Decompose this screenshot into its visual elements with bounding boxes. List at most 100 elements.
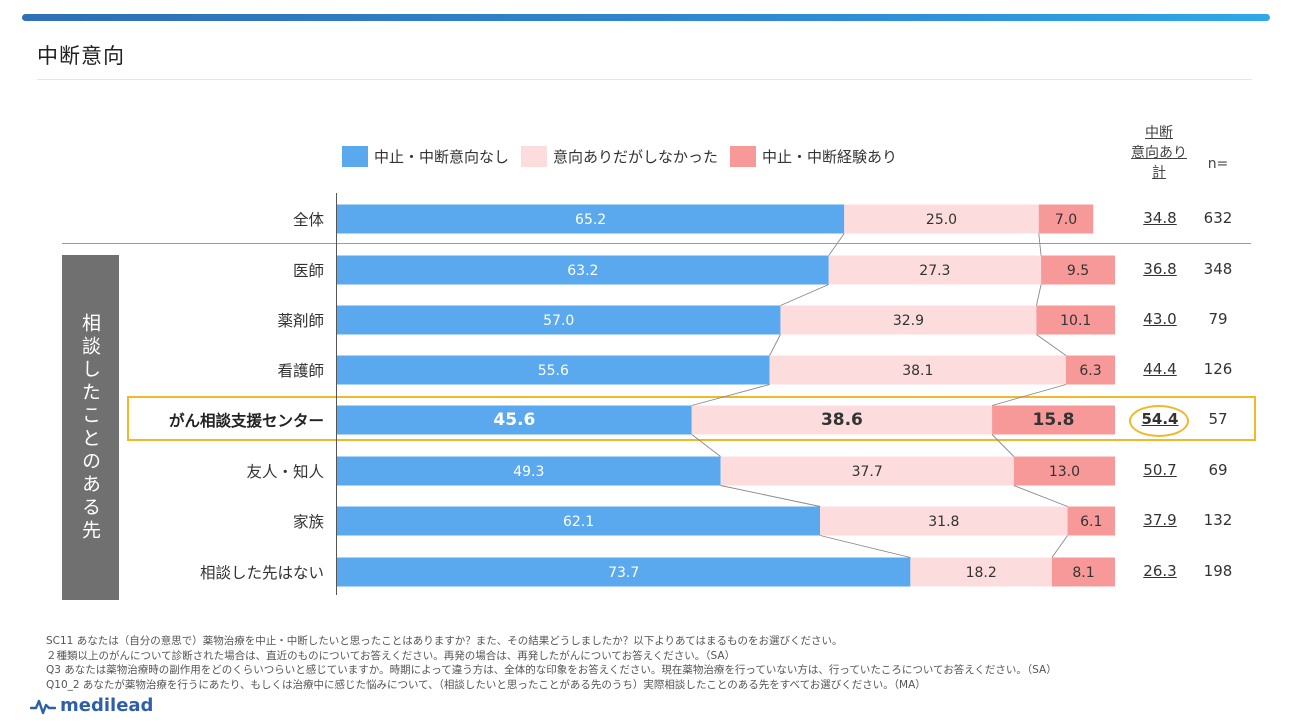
- bar-value-label: 73.7: [608, 565, 639, 581]
- total-separator-line: [62, 243, 1251, 244]
- bar-segment: [1013, 456, 1115, 486]
- bar-value-label: 55.6: [538, 363, 569, 379]
- bar-value-label: 6.1: [1080, 514, 1102, 530]
- bar-value-label: 37.7: [852, 464, 883, 480]
- bar-segment: [1051, 557, 1115, 587]
- category-label: 医師: [292, 262, 324, 280]
- bar-segment: [1036, 305, 1115, 335]
- bar-segment: [769, 355, 1066, 385]
- bar-value-label: 32.9: [893, 313, 924, 329]
- n-value: 132: [1203, 511, 1233, 529]
- bar-segment: [720, 456, 1014, 486]
- legend-label: 意向ありだがしなかった: [553, 148, 719, 166]
- bar-value-label: 7.0: [1055, 212, 1077, 228]
- category-label: 家族: [292, 513, 324, 531]
- highlight-sum-circle: [1129, 405, 1189, 437]
- group-label-box: 相談したことのある先: [62, 255, 119, 600]
- bar-value-label: 31.8: [928, 514, 959, 530]
- footnote: Q10_2 あなたが薬物治療を行うにあたり、もしくは治療中に感じた悩みについて、…: [46, 678, 926, 691]
- n-column-header: n=: [1207, 156, 1229, 172]
- bar-segment: [910, 557, 1052, 587]
- n-value: 348: [1203, 260, 1233, 278]
- connector-line: [780, 284, 829, 306]
- title-divider: [37, 79, 1252, 80]
- category-label: 友人・知人: [246, 463, 324, 481]
- bar-value-label: 38.6: [821, 410, 863, 430]
- category-label: がん相談支援センター: [168, 412, 324, 430]
- group-label: 相談したことのある先: [79, 312, 101, 543]
- legend-label: 中止・中断意向なし: [374, 148, 510, 166]
- bar-segment: [337, 456, 721, 486]
- connector-line: [991, 434, 1015, 457]
- bar-value-label: 65.2: [575, 212, 606, 228]
- bar-segment: [1041, 255, 1115, 285]
- bar-value-label: 62.1: [563, 514, 594, 530]
- category-label: 薬剤師: [277, 312, 324, 330]
- header-accent-bar: [22, 14, 1270, 21]
- medilead-logo: medilead: [30, 695, 153, 716]
- bar-segment: [337, 255, 829, 285]
- bar-segment: [1065, 355, 1115, 385]
- n-value: 69: [1208, 461, 1228, 479]
- sum-value: 50.7: [1143, 461, 1177, 479]
- logo-text: medilead: [60, 695, 154, 716]
- n-value: 632: [1203, 209, 1233, 227]
- bar-segment: [992, 405, 1115, 435]
- n-value: 126: [1203, 360, 1233, 378]
- bar-value-label: 18.2: [966, 565, 997, 581]
- footnote: Q3 あなたは薬物治療時の副作用をどのくらいつらいと感じていますか。時期によって…: [46, 664, 1057, 676]
- bar-segment: [780, 305, 1037, 335]
- bar-value-label: 38.1: [902, 363, 933, 379]
- sum-value: 44.4: [1143, 360, 1177, 378]
- connector-line: [1035, 284, 1042, 306]
- legend-item-intent-not-done: 意向ありだがしなかった: [521, 146, 718, 167]
- legend-swatch: [730, 146, 757, 167]
- bar-value-label: 8.1: [1072, 565, 1094, 581]
- bar-segment: [820, 506, 1068, 536]
- legend-label: 中止・中断経験あり: [762, 148, 898, 166]
- bar-value-label: 27.3: [919, 263, 950, 279]
- bar-value-label: 63.2: [567, 263, 598, 279]
- legend-swatch: [342, 146, 368, 167]
- connector-line: [1051, 535, 1068, 558]
- category-label: 看護師: [277, 362, 324, 380]
- connector-line: [769, 334, 781, 356]
- connector-line: [1038, 233, 1042, 256]
- bar-segment: [337, 204, 845, 234]
- category-axis-line: [336, 193, 337, 595]
- category-label: 相談した先はない: [199, 564, 324, 582]
- bar-value-label: 10.1: [1060, 313, 1091, 329]
- connector-line: [991, 384, 1067, 406]
- connector-line: [1013, 485, 1068, 507]
- bar-segment: [828, 255, 1042, 285]
- bar-segment: [337, 305, 781, 335]
- connector-line: [1036, 334, 1067, 356]
- category-label: 全体: [292, 211, 324, 229]
- bar-value-label: 57.0: [543, 313, 574, 329]
- bar-segment: [337, 557, 911, 587]
- bar-value-label: 15.8: [1033, 410, 1075, 430]
- footnotes: SC11 あなたは（自分の意思で）薬物治療を中止・中断したいと思ったことはありま…: [46, 634, 1057, 692]
- bar-value-label: 9.5: [1067, 263, 1089, 279]
- footnote: SC11 あなたは（自分の意思で）薬物治療を中止・中断したいと思ったことはありま…: [46, 635, 843, 647]
- bar-value-label: 45.6: [493, 410, 535, 430]
- n-value: 198: [1203, 562, 1233, 580]
- bar-segment: [337, 506, 821, 536]
- legend-item-stopped: 中止・中断経験あり: [730, 146, 897, 167]
- connector-line: [691, 434, 721, 457]
- bar-value-label: 6.3: [1079, 363, 1101, 379]
- connector-line: [828, 233, 845, 256]
- bar-value-label: 25.0: [926, 212, 957, 228]
- n-value: 57: [1208, 410, 1228, 428]
- chart-legend: 中止・中断意向なし 意向ありだがしなかった 中止・中断経験あり: [342, 146, 909, 167]
- bar-segment: [1067, 506, 1115, 536]
- connector-line: [691, 384, 770, 406]
- legend-swatch: [521, 146, 548, 167]
- bar-value-label: 13.0: [1049, 464, 1080, 480]
- sum-value: 54.4: [1141, 410, 1179, 428]
- bar-segment: [691, 405, 993, 435]
- sum-value: 37.9: [1143, 511, 1177, 529]
- footnote: ２種類以上のがんについて診断された場合は、直近のものについてお答えください。再発…: [46, 649, 736, 662]
- connector-line: [820, 535, 911, 558]
